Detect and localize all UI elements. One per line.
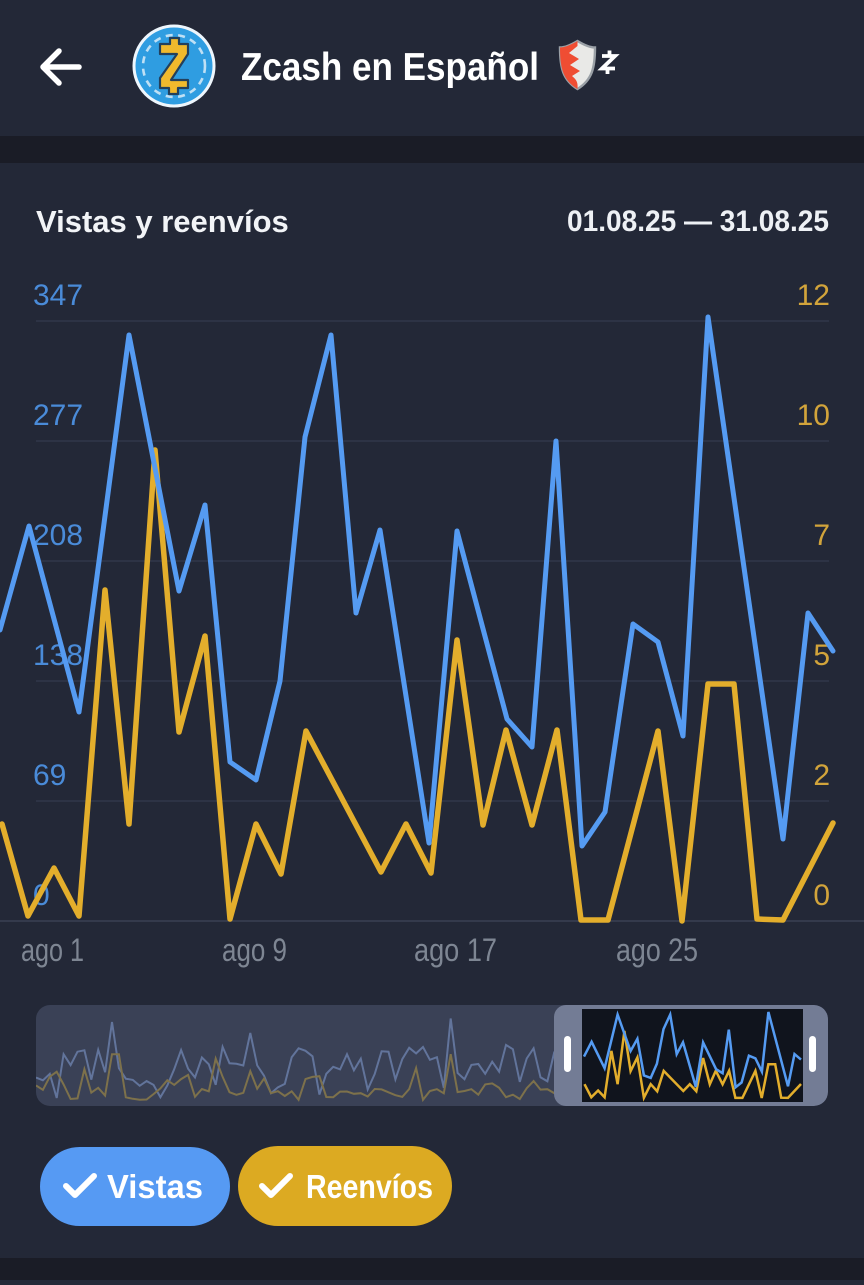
svg-text:347: 347 bbox=[33, 279, 83, 312]
svg-text:Vistas: Vistas bbox=[107, 1168, 203, 1205]
svg-text:ago 17: ago 17 bbox=[414, 932, 497, 968]
svg-text:7: 7 bbox=[813, 519, 830, 552]
svg-text:Reenvíos: Reenvíos bbox=[306, 1168, 433, 1205]
svg-text:208: 208 bbox=[33, 519, 83, 552]
svg-text:ago 9: ago 9 bbox=[222, 932, 287, 968]
svg-text:277: 277 bbox=[33, 399, 83, 432]
svg-text:2: 2 bbox=[813, 759, 830, 792]
svg-text:Zcash en Español: Zcash en Español bbox=[241, 46, 539, 89]
svg-text:5: 5 bbox=[813, 639, 830, 672]
svg-text:ago 1: ago 1 bbox=[21, 932, 84, 968]
svg-text:69: 69 bbox=[33, 759, 66, 792]
svg-text:01.08.25 — 31.08.25: 01.08.25 — 31.08.25 bbox=[567, 205, 829, 238]
svg-text:12: 12 bbox=[797, 279, 830, 312]
svg-text:ago 25: ago 25 bbox=[616, 932, 698, 968]
svg-text:0: 0 bbox=[813, 879, 830, 912]
svg-text:10: 10 bbox=[797, 399, 830, 432]
svg-text:138: 138 bbox=[33, 639, 83, 672]
svg-text:Vistas y reenvíos: Vistas y reenvíos bbox=[36, 204, 289, 239]
